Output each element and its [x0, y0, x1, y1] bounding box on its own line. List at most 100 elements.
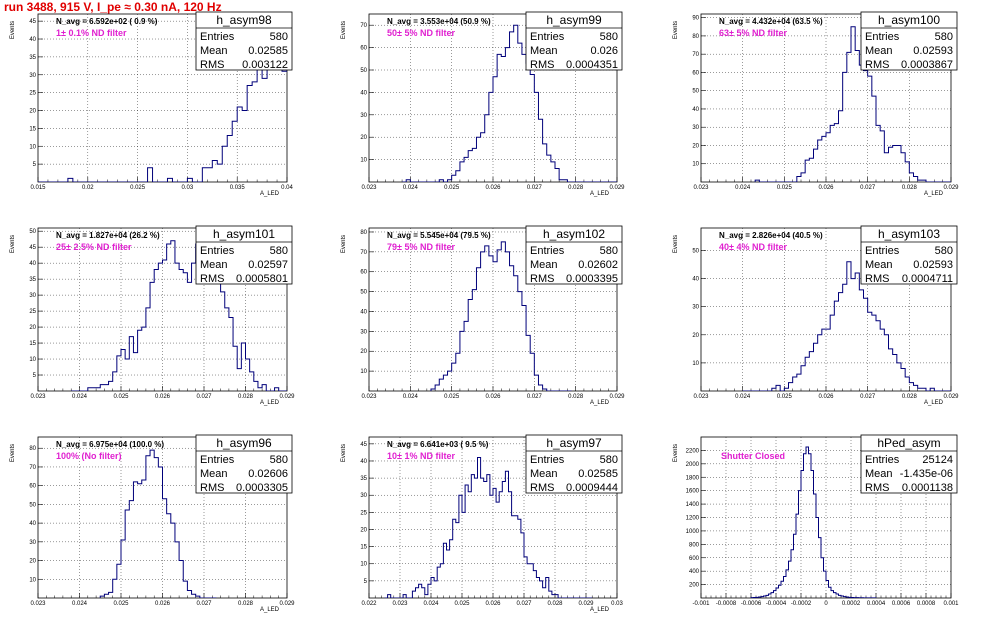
y-tick-label: 50 [360, 68, 367, 74]
x-tick-label: -0.0002 [791, 601, 812, 607]
y-tick-label: 45 [29, 19, 36, 25]
x-axis-label: A_LED [924, 191, 944, 197]
x-tick-label: 0.025 [130, 185, 146, 191]
histogram-name: h_asym98 [216, 13, 272, 27]
y-tick-label: 15 [29, 126, 36, 132]
y-tick-label: 30 [29, 73, 36, 79]
stat-key: Mean [530, 45, 558, 57]
stat-key: RMS [200, 482, 224, 494]
stat-rms-value: 0.0003867 [901, 59, 953, 71]
y-axis-label: Events [341, 444, 347, 462]
x-tick-label: 0.029 [578, 601, 594, 607]
stat-entries-value: 25124 [922, 454, 953, 466]
navg-label: N_avg = 6.975e+04 (100.0 %) [56, 440, 164, 449]
x-axis-label: A_LED [590, 607, 610, 613]
histogram-name: h_asym101 [213, 227, 275, 241]
stats-box: h_asym100 Entries 580 Mean 0.02593 RMS 0.00038… [860, 11, 958, 71]
y-tick-label: 200 [689, 583, 700, 589]
x-tick-label: 0.0006 [892, 601, 911, 607]
y-tick-label: 30 [692, 305, 699, 311]
histogram-name: h_asym103 [878, 227, 940, 241]
histogram-name: h_asym100 [878, 13, 940, 27]
y-tick-label: 20 [360, 527, 367, 533]
filter-label: 10± 1% ND filter [387, 451, 455, 461]
stats-frame [525, 11, 623, 71]
y-tick-label: 40 [29, 261, 36, 267]
y-tick-label: 800 [689, 542, 700, 548]
stat-key: RMS [200, 59, 224, 71]
y-tick-label: 1200 [686, 516, 700, 522]
y-tick-label: 40 [692, 107, 699, 113]
y-tick-label: 50 [29, 502, 36, 508]
y-tick-label: 50 [692, 248, 699, 254]
stat-mean-value: -1.435e-06 [900, 468, 953, 480]
stat-key: RMS [530, 273, 554, 285]
filter-label: 100% (No filter) [56, 451, 122, 461]
y-axis-label: Events [673, 235, 679, 253]
stats-frame [195, 434, 293, 494]
stat-mean-value: 0.026 [590, 45, 618, 57]
y-tick-label: 35 [29, 55, 36, 61]
stats-box: h_asym96 Entries 580 Mean 0.02606 RMS 0.000330… [195, 434, 293, 494]
histogram-bars [384, 457, 593, 598]
x-tick-label: 0.025 [777, 394, 793, 400]
y-tick-label: 40 [360, 459, 367, 465]
stat-rms-value: 0.0003305 [236, 482, 288, 494]
stat-mean-value: 0.02593 [913, 259, 953, 271]
x-axis-label: A_LED [260, 607, 280, 613]
stat-key: Mean [200, 259, 228, 271]
y-tick-label: 50 [692, 89, 699, 95]
stat-rms-value: 0.0005801 [236, 273, 288, 285]
y-axis-label: Events [673, 21, 679, 39]
x-tick-label: 0.023 [30, 601, 46, 607]
x-tick-label: 0.025 [777, 185, 793, 191]
y-tick-label: 40 [29, 37, 36, 43]
stats-box: h_asym99 Entries 580 Mean 0.026 RMS 0.0004351 [525, 11, 623, 71]
histogram-panel-h_asym101: 0.023 0.024 0.025 0.026 0.027 0.028 0.029 5 10 15… [10, 225, 295, 406]
navg-label: N_avg = 6.641e+03 ( 9.5 %) [387, 440, 489, 449]
y-tick-label: 1400 [686, 502, 700, 508]
stats-box: h_asym98 Entries 580 Mean 0.02585 RMS 0.003122 [195, 11, 293, 71]
y-tick-label: 20 [29, 559, 36, 565]
y-tick-label: 30 [692, 125, 699, 131]
page-title: run 3488, 915 V, I_pe ≈ 0.30 nA, 120 Hz [4, 0, 222, 14]
histogram-panel-h_asym102: 0.023 0.024 0.025 0.026 0.027 0.028 0.029 10 20 3… [341, 225, 625, 406]
x-tick-label: -0.0006 [741, 601, 762, 607]
x-axis-label: A_LED [260, 400, 280, 406]
histogram-bars [750, 446, 877, 598]
stat-mean-value: 0.02606 [248, 468, 288, 480]
x-tick-label: 0.022 [361, 601, 377, 607]
y-tick-label: 20 [692, 143, 699, 149]
y-tick-label: 30 [29, 540, 36, 546]
filter-label: 50± 5% ND filter [387, 28, 455, 38]
stat-entries-value: 580 [935, 245, 953, 257]
stat-rms-value: 0.003122 [242, 59, 288, 71]
histogram-bars [99, 449, 217, 598]
stat-key: Entries [200, 245, 235, 257]
y-tick-label: 30 [360, 493, 367, 499]
stat-key: Entries [865, 245, 900, 257]
histogram-bars [71, 240, 287, 391]
stat-rms-value: 0.0004351 [566, 59, 618, 71]
stat-entries-value: 580 [935, 31, 953, 43]
x-tick-label: 0.027 [196, 601, 212, 607]
stat-mean-value: 0.02585 [248, 45, 288, 57]
stat-rms-value: 0.0009444 [566, 482, 618, 494]
y-tick-label: 50 [360, 290, 367, 296]
stat-key: Mean [530, 468, 558, 480]
histogram-panel-h_asym98: 0.015 0.02 0.025 0.03 0.035 0.04 5 10 15 20 25 30 35… [10, 11, 293, 197]
stats-box: h_asym97 Entries 580 Mean 0.02585 RMS 0.000944… [525, 434, 623, 494]
y-tick-label: 40 [29, 521, 36, 527]
x-tick-label: 0.029 [279, 394, 295, 400]
stat-key: Entries [865, 454, 900, 466]
y-tick-label: 60 [360, 46, 367, 52]
stats-box: h_asym101 Entries 580 Mean 0.02597 RMS 0.00058… [195, 225, 293, 285]
x-tick-label: 0 [824, 601, 828, 607]
y-tick-label: 20 [692, 333, 699, 339]
histogram-bars [430, 241, 572, 391]
y-tick-label: 10 [360, 158, 367, 164]
x-tick-label: 0.026 [155, 394, 171, 400]
stats-frame [195, 11, 293, 71]
x-tick-label: 0.026 [485, 394, 501, 400]
x-tick-label: 0.029 [943, 185, 959, 191]
